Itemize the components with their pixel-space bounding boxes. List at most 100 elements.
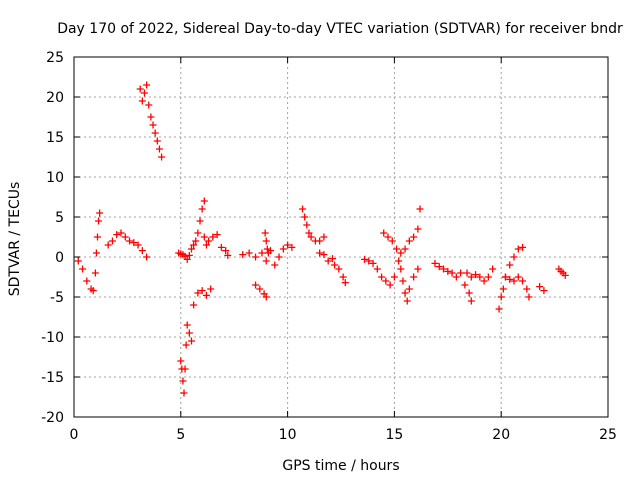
data-point (463, 269, 471, 277)
data-point (410, 233, 418, 241)
data-point (177, 357, 185, 365)
data-point (252, 253, 260, 261)
data-point (395, 257, 403, 265)
data-point (205, 237, 213, 245)
data-point (495, 305, 503, 313)
data-point (187, 245, 195, 253)
series-arc19 (536, 283, 548, 295)
data-point (501, 273, 509, 281)
data-point (74, 257, 82, 265)
data-point (134, 241, 142, 249)
data-point (467, 297, 475, 305)
data-point (506, 275, 514, 283)
series-arc17 (495, 243, 527, 313)
data-point (320, 251, 328, 259)
data-point (525, 293, 533, 301)
data-point (117, 229, 125, 237)
data-point (185, 251, 193, 259)
data-point (149, 121, 157, 129)
data-point (263, 245, 271, 253)
series-arc1 (74, 209, 104, 295)
data-point (316, 237, 324, 245)
data-point (202, 241, 210, 249)
data-point (113, 231, 121, 239)
data-point (224, 251, 232, 259)
data-point (519, 277, 527, 285)
data-point (303, 221, 311, 229)
data-point (335, 265, 343, 273)
series-arc20 (555, 265, 569, 279)
data-point (262, 293, 270, 301)
data-point (190, 301, 198, 309)
data-point (328, 255, 336, 263)
data-point (523, 285, 531, 293)
data-point (307, 233, 315, 241)
data-point (192, 237, 200, 245)
data-point (414, 225, 422, 233)
data-point (316, 249, 324, 257)
data-point (138, 97, 146, 105)
data-point (196, 217, 204, 225)
data-point (256, 285, 264, 293)
data-point (514, 273, 522, 281)
data-point (264, 249, 272, 257)
data-point (136, 85, 144, 93)
series-arc12 (360, 255, 398, 289)
series-arc5 (177, 285, 215, 397)
data-point (305, 229, 313, 237)
data-point (143, 81, 151, 89)
series-arc10 (299, 205, 328, 245)
data-point (239, 251, 247, 259)
data-point (275, 253, 283, 261)
series-arc15 (431, 259, 475, 305)
data-point (341, 279, 349, 287)
data-point (369, 259, 377, 267)
data-point (472, 271, 480, 279)
series-arc13 (380, 205, 424, 257)
data-point (95, 217, 103, 225)
data-point (261, 229, 269, 237)
data-point (476, 273, 484, 281)
data-point (510, 253, 518, 261)
data-point (213, 231, 221, 239)
data-point (506, 261, 514, 269)
data-point (155, 145, 163, 153)
data-point (147, 113, 155, 121)
data-point (93, 233, 101, 241)
data-point (448, 269, 456, 277)
grid (74, 57, 608, 417)
x-tick-label: 0 (70, 427, 79, 443)
data-point (510, 277, 518, 285)
data-point (181, 365, 189, 373)
data-point (489, 265, 497, 273)
x-tick-label: 20 (492, 427, 510, 443)
data-point (384, 233, 392, 241)
data-point (401, 289, 409, 297)
data-point (301, 213, 309, 221)
data-point (440, 265, 448, 273)
data-point (380, 229, 388, 237)
data-point (405, 285, 413, 293)
data-point (198, 287, 206, 295)
data-point (187, 337, 195, 345)
data-point (410, 273, 418, 281)
data-point (405, 237, 413, 245)
data-point (360, 255, 368, 263)
data-point (390, 273, 398, 281)
data-point (198, 205, 206, 213)
data-point (373, 265, 381, 273)
y-tick-label: 25 (46, 50, 64, 66)
series-arc8 (252, 281, 270, 301)
data-point (401, 245, 409, 253)
y-tick-label: 10 (46, 170, 64, 186)
y-tick-label: -15 (41, 370, 64, 386)
series-arc16 (463, 265, 497, 285)
data-point (461, 281, 469, 289)
x-tick-label: 15 (385, 427, 403, 443)
x-tick-label: 5 (176, 427, 185, 443)
data-point (151, 129, 159, 137)
data-point (200, 197, 208, 205)
series-arc4 (175, 197, 208, 263)
data-point (386, 281, 394, 289)
y-tick-label: -20 (41, 410, 64, 426)
